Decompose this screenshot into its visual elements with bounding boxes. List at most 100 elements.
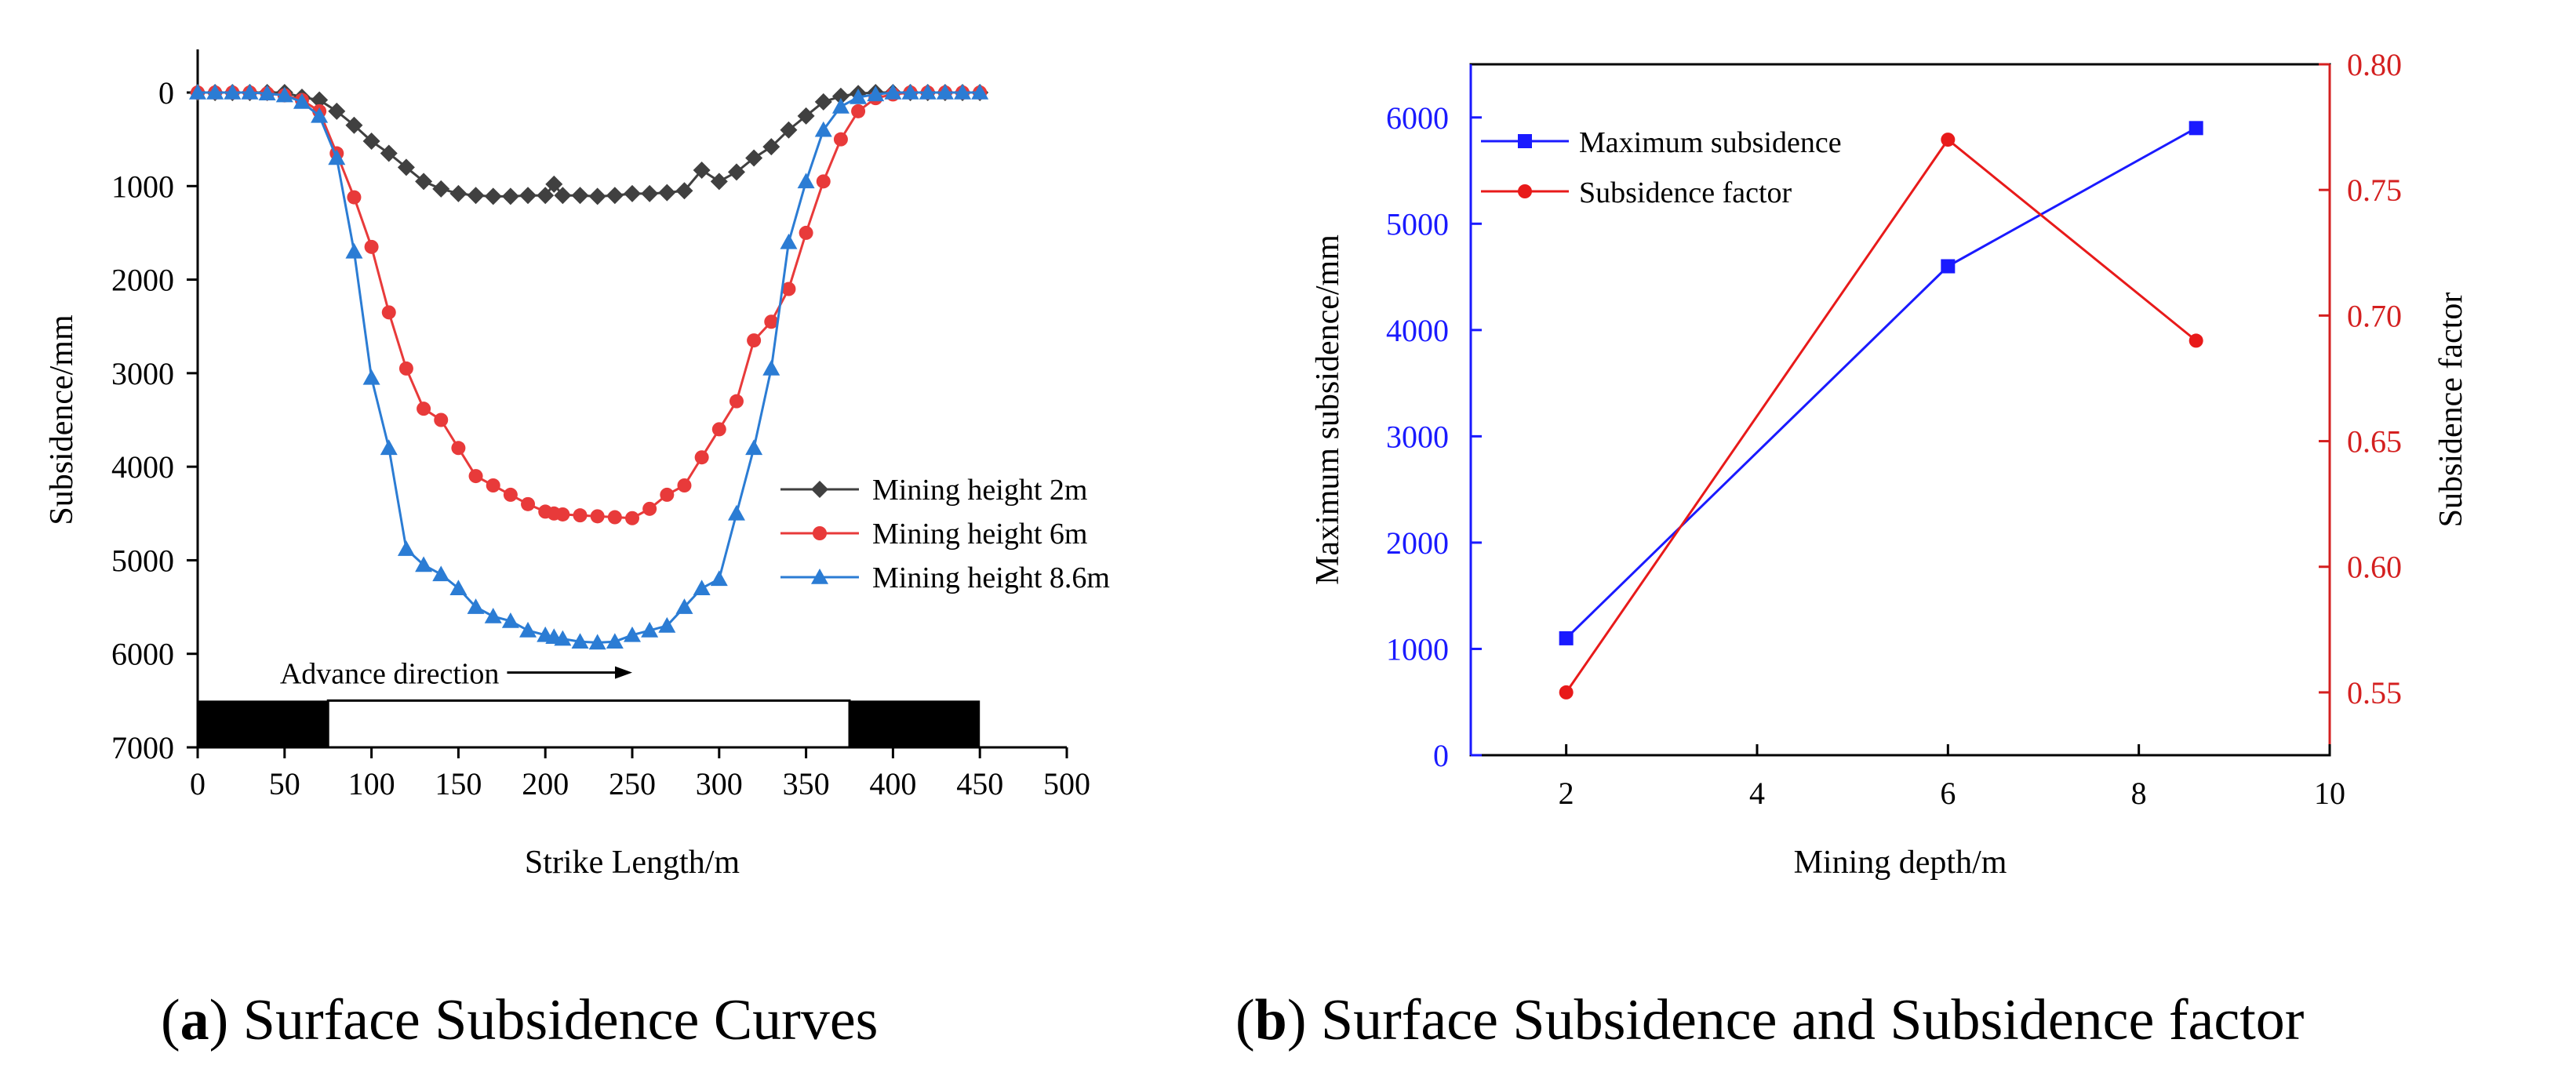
x-tick-label: 4 (1749, 776, 1765, 811)
x-tick-label: 350 (783, 766, 830, 801)
data-point (501, 612, 519, 628)
data-point (588, 187, 606, 205)
data-point (747, 333, 762, 348)
data-point (415, 556, 433, 572)
data-point (658, 616, 676, 633)
x-tick-label: 500 (1043, 766, 1090, 801)
data-point (675, 182, 693, 200)
series-line (198, 91, 981, 520)
data-point (521, 496, 536, 511)
data-point (364, 239, 379, 254)
y-tick-label: 0 (158, 75, 174, 111)
data-point (693, 162, 711, 180)
x-axis-title: Mining depth/m (1794, 845, 2007, 881)
x-tick-label: 2 (1559, 776, 1574, 811)
data-point (554, 630, 572, 646)
data-point (677, 478, 692, 492)
legend: Mining height 2m Mining height 6m Mining h… (780, 474, 1110, 594)
advance-direction-label: Advance direction (280, 658, 500, 691)
left-y-axis-title: Maximum subsidence/mm (1310, 234, 1346, 585)
legend-label: Mining height 2m (872, 474, 1087, 507)
data-point (554, 187, 572, 205)
data-point (537, 187, 555, 205)
data-point (625, 511, 639, 525)
data-point (710, 570, 728, 587)
y-tick-label: 4000 (111, 449, 174, 485)
data-point (311, 91, 329, 109)
x-tick-label: 250 (609, 766, 656, 801)
series-1 (1559, 121, 2203, 645)
data-point (901, 84, 919, 100)
data-point (571, 187, 589, 205)
right-y-tick-label: 0.60 (2347, 550, 2402, 585)
data-point (745, 149, 763, 167)
data-point (484, 608, 502, 623)
data-point (1941, 259, 1956, 274)
data-point (1559, 631, 1574, 645)
data-point (764, 314, 779, 329)
data-point (398, 361, 413, 376)
data-point (606, 633, 624, 649)
left-y-tick-label: 6000 (1386, 100, 1449, 136)
data-point (381, 305, 396, 320)
x-tick-label: 8 (2131, 776, 2147, 811)
data-point (781, 282, 796, 296)
data-point (328, 149, 346, 165)
x-tick-label: 150 (435, 766, 482, 801)
data-point (258, 85, 276, 100)
data-point (833, 132, 848, 147)
data-point (434, 412, 449, 427)
data-point (727, 504, 745, 521)
right-y-tick-label: 0.70 (2347, 298, 2402, 333)
y-tick-label: 3000 (111, 356, 174, 391)
data-point (241, 84, 259, 100)
data-point (762, 359, 780, 376)
data-point (694, 450, 709, 465)
caption-a-letter: a (180, 988, 209, 1052)
x-tick-label: 50 (269, 766, 300, 801)
left-y-tick-label: 4000 (1386, 313, 1449, 348)
data-point (588, 634, 606, 650)
data-point (571, 633, 589, 649)
data-point (519, 621, 537, 638)
data-point (449, 184, 468, 202)
data-point (867, 85, 885, 102)
data-point (850, 88, 868, 104)
data-point (936, 84, 954, 100)
legend-marker (811, 481, 828, 498)
series-2 (191, 85, 988, 525)
y-tick-label: 2000 (111, 263, 174, 298)
coal-pillar-2 (850, 700, 981, 747)
data-point (1941, 133, 1956, 147)
legend-marker (1518, 184, 1532, 198)
data-point (816, 174, 831, 189)
data-point (762, 138, 780, 156)
data-point (501, 187, 519, 205)
data-point (451, 441, 466, 456)
data-point (642, 501, 657, 516)
x-tick-label: 10 (2314, 776, 2345, 811)
data-point (675, 598, 693, 614)
series-line (1565, 137, 2197, 693)
data-point (311, 107, 329, 123)
data-point (814, 93, 832, 111)
data-point (380, 144, 398, 162)
data-point (831, 87, 850, 105)
right-y-tick-label: 0.55 (2347, 675, 2402, 710)
data-point (607, 510, 622, 525)
data-point (189, 84, 206, 100)
data-point (658, 184, 676, 202)
x-tick-label: 0 (190, 766, 206, 801)
data-point (503, 487, 518, 502)
data-point (293, 93, 311, 109)
panel-a-subsidence-curves: 0 50 100 150 200 250 300 350 400 450 5000100020003… (44, 49, 1110, 881)
data-point (799, 225, 813, 240)
data-point (711, 422, 726, 437)
legend-label: Mining height 8.6m (872, 561, 1110, 594)
caption-b-letter: b (1255, 988, 1287, 1052)
goaf-bar (326, 699, 851, 749)
x-tick-label: 300 (696, 766, 743, 801)
data-point (224, 84, 242, 100)
data-point (362, 133, 380, 151)
